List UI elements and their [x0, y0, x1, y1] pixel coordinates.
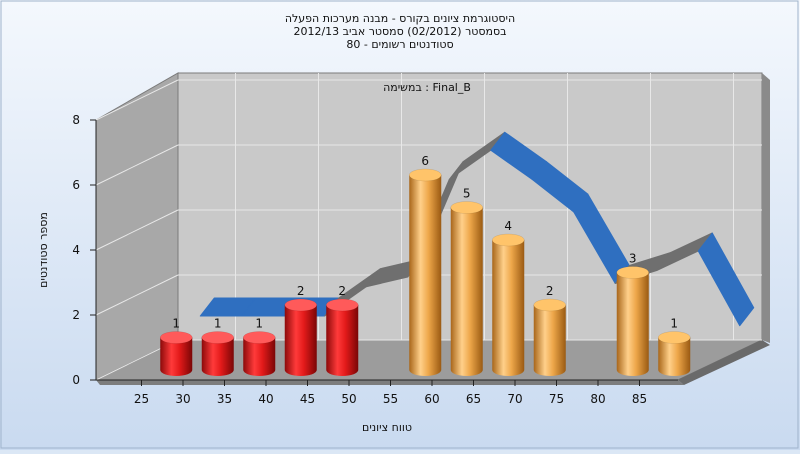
bar-top — [201, 331, 234, 344]
trend-segment — [697, 232, 755, 327]
x-tick-label: 60 — [424, 392, 439, 406]
bar-body — [243, 337, 276, 376]
x-tick-label: 80 — [590, 392, 605, 406]
bar: 5 — [450, 187, 483, 376]
bar-value-label: 2 — [546, 284, 554, 298]
x-tick-label: 55 — [383, 392, 398, 406]
bar-top — [492, 233, 525, 247]
gridline-left-4 — [95, 79, 179, 121]
x-tick-label: 30 — [175, 392, 190, 406]
bar-body — [409, 175, 442, 376]
x-tick-label: 25 — [134, 392, 149, 406]
y-axis-label: מספר סטודנטים — [37, 212, 50, 288]
bar-top — [658, 331, 691, 344]
bar-top — [450, 201, 483, 214]
bars: 1 1 1 2 2 6 5 4 2 3 1 — [160, 154, 691, 376]
bar-top — [533, 298, 566, 312]
x-axis-label: טווח ציונים — [362, 421, 412, 434]
bar-body — [616, 272, 649, 376]
bar: 1 — [201, 317, 234, 376]
bar: 2 — [284, 284, 317, 376]
x-tick-label: 50 — [341, 392, 356, 406]
bar: 1 — [160, 317, 193, 376]
bar-value-label: 1 — [214, 317, 222, 331]
chart-title-line-3: סטודנטים רשומים - 80 — [346, 38, 453, 51]
bar-value-label: 6 — [421, 154, 429, 168]
bar-value-label: 5 — [463, 187, 471, 201]
bar-top — [160, 331, 193, 344]
chart-subtitle: במשימה : Final_B — [383, 81, 471, 94]
bar: 1 — [658, 317, 691, 376]
x-tick-label: 85 — [632, 392, 647, 406]
bar-body — [450, 207, 483, 376]
bar-top — [284, 298, 317, 312]
x-tick-label: 40 — [258, 392, 273, 406]
bar-value-label: 3 — [629, 252, 637, 266]
bar: 6 — [409, 154, 442, 376]
x-tick-label: 70 — [507, 392, 522, 406]
y-tick-label: 2 — [72, 308, 80, 322]
bar: 2 — [326, 284, 359, 376]
x-tick-label: 65 — [466, 392, 481, 406]
gridline-left-1 — [95, 274, 179, 316]
bar-value-label: 1 — [670, 317, 678, 331]
bar: 2 — [533, 284, 566, 376]
bar-top — [326, 298, 359, 312]
bar-body — [492, 240, 525, 376]
y-tick-label: 0 — [72, 373, 80, 387]
bar-value-label: 2 — [338, 284, 346, 298]
bar-value-label: 1 — [255, 317, 263, 331]
bar: 3 — [616, 252, 649, 376]
x-tick-label: 75 — [549, 392, 564, 406]
bar-body — [326, 305, 359, 376]
bar: 4 — [492, 219, 525, 376]
x-tick-label: 45 — [300, 392, 315, 406]
gridline-left-2 — [95, 209, 179, 251]
y-tick-label: 4 — [72, 243, 80, 257]
bar-body — [201, 337, 234, 376]
y-axis: 0 2 4 6 8 — [72, 113, 97, 387]
y-tick-label: 8 — [72, 113, 80, 127]
bar-body — [284, 305, 317, 376]
x-tick-label: 35 — [217, 392, 232, 406]
bar-top — [616, 266, 649, 279]
bar-value-label: 1 — [172, 317, 180, 331]
y-tick-label: 6 — [72, 178, 80, 192]
chart-titles: היסטוגרמת ציונים בקורס - מבנה מערכות הפע… — [285, 12, 515, 51]
bar-value-label: 2 — [297, 284, 305, 298]
floor-right-edge — [678, 340, 770, 385]
bar: 1 — [243, 317, 276, 376]
bar-value-label: 4 — [504, 219, 512, 233]
chart-title-line-1: היסטוגרמת ציונים בקורס - מבנה מערכות הפע… — [285, 12, 515, 25]
gridline-left-3 — [95, 144, 179, 186]
bar-top — [409, 168, 442, 182]
bar-body — [533, 305, 566, 376]
bar-body — [658, 337, 691, 376]
chart-title-line-2: בסמסטר (02/2012) סמסטר אביב 2012/13 — [293, 25, 506, 38]
bar-top — [243, 331, 276, 344]
right-wall-edge — [762, 73, 770, 343]
bar-body — [160, 337, 193, 376]
x-axis: 25 30 35 40 45 50 55 60 65 70 75 80 85 — [96, 379, 678, 406]
